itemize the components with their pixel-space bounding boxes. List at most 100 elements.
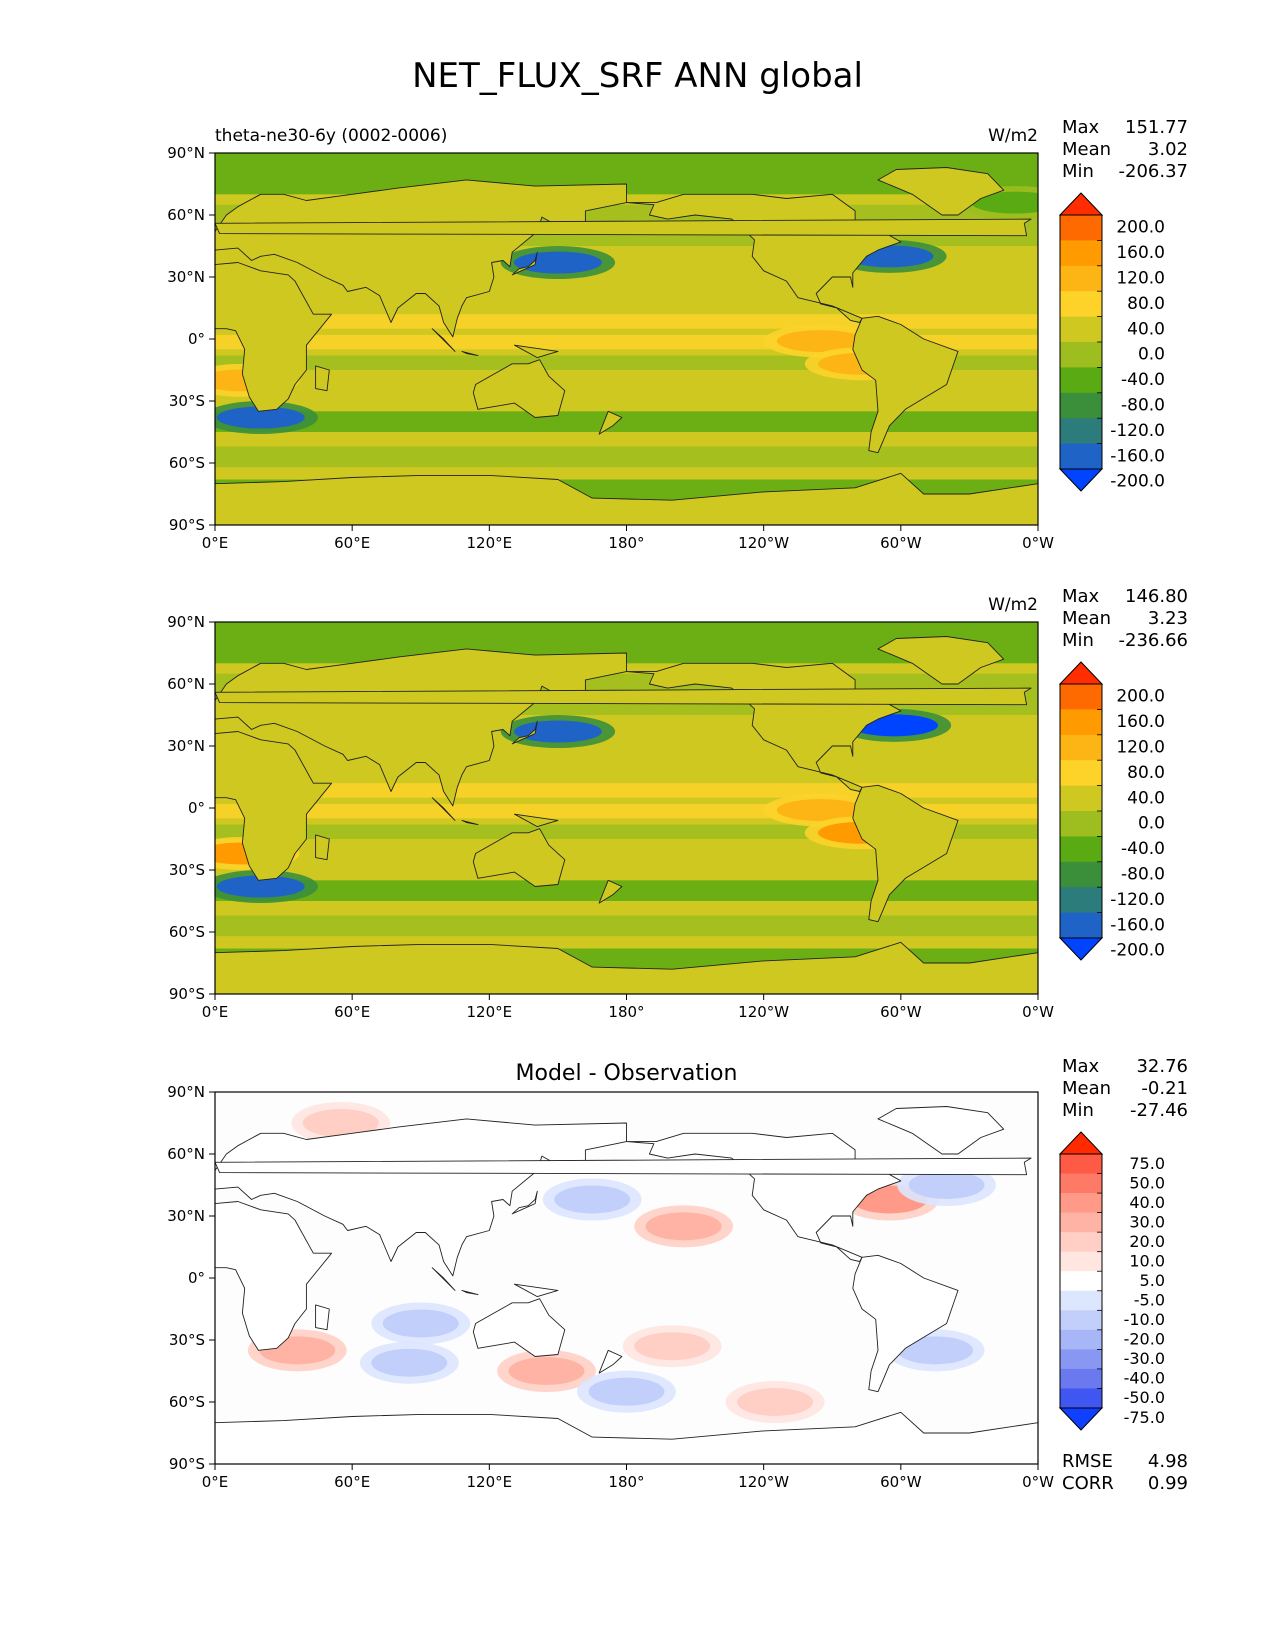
colorbar-extend-min <box>1058 937 1104 961</box>
coastline <box>461 819 479 825</box>
colorbar-label: -80.0 <box>1121 396 1165 416</box>
colorbar-extend-max <box>1058 192 1104 216</box>
map-panel-3: 0°E 60°E 120°E 180° 120°W 60°W 0°W 90°N 60°N 30°N… <box>167 1056 1188 1494</box>
colorbar-segment <box>1060 265 1102 292</box>
x-tick-label: 0°E <box>202 1003 229 1021</box>
colorbar-label: 40.0 <box>1127 319 1165 339</box>
x-tick-label: 0°W <box>1022 1003 1054 1021</box>
x-tick-label: 180° <box>608 1473 644 1491</box>
coastline <box>514 1283 559 1298</box>
map-field <box>215 622 1038 994</box>
stat-label: Min <box>1062 630 1094 651</box>
colorbar-segment <box>1060 1193 1102 1214</box>
stat-label: Mean <box>1062 139 1111 160</box>
stat-value: 32.76 <box>1136 1056 1188 1077</box>
colorbar-label: 160.0 <box>1116 712 1165 732</box>
x-tick-label: 60°E <box>334 1003 370 1021</box>
colorbar-segment <box>1060 240 1102 267</box>
field-feature-core <box>508 1357 585 1385</box>
coastline <box>315 365 330 392</box>
y-tick-label: 90°N <box>167 144 205 162</box>
colorbar-label: -40.0 <box>1121 370 1165 390</box>
colorbar-label: 5.0 <box>1140 1271 1165 1290</box>
field-feature-core <box>971 191 1038 214</box>
field-feature-core <box>382 1309 459 1338</box>
colorbar-segment <box>1060 811 1102 837</box>
coastline <box>315 1304 330 1331</box>
colorbar-label: 200.0 <box>1116 687 1165 707</box>
coastline <box>598 410 623 435</box>
field-feature-core <box>737 1388 814 1416</box>
coastline <box>852 784 959 923</box>
y-tick-label: 60°N <box>167 206 205 224</box>
y-tick-label: 60°N <box>167 675 205 693</box>
colorbar-label: 80.0 <box>1127 763 1165 783</box>
coastline <box>472 359 566 418</box>
field-feature-core <box>302 1109 379 1137</box>
coastline <box>461 1289 479 1295</box>
zonal-band <box>215 880 1038 901</box>
x-tick-label: 60°E <box>334 1473 370 1491</box>
colorbar-label: -160.0 <box>1110 446 1165 466</box>
colorbar-segment <box>1060 684 1102 710</box>
colorbar-label: 120.0 <box>1116 269 1165 289</box>
x-tick-label: 120°E <box>467 1003 513 1021</box>
stat-value: -0.21 <box>1141 1078 1188 1099</box>
colorbar-label: 10.0 <box>1129 1251 1165 1270</box>
coastline <box>472 1298 566 1357</box>
coastline <box>431 797 456 821</box>
x-tick-label: 120°E <box>467 1473 513 1491</box>
coastline <box>514 813 559 828</box>
map-field <box>215 1092 1038 1464</box>
colorbar-label: -5.0 <box>1134 1291 1165 1310</box>
stat-label: Min <box>1062 1100 1094 1121</box>
y-tick-label: 60°S <box>169 923 205 941</box>
y-tick-label: 0° <box>188 330 205 348</box>
colorbar-label: -120.0 <box>1110 890 1165 910</box>
zonal-band <box>215 411 1038 432</box>
x-tick-label: 0°W <box>1022 1473 1054 1491</box>
coastline <box>852 315 959 454</box>
field-feature-core <box>554 1185 631 1214</box>
field-feature-core <box>513 720 602 743</box>
colorbar-segment <box>1060 1368 1102 1389</box>
colorbar: 75.050.040.030.020.010.05.0-5.0-10.0-20.… <box>1058 1131 1165 1431</box>
stat-value: 3.23 <box>1148 608 1188 629</box>
colorbar-segment <box>1060 1329 1102 1350</box>
colorbar-segment <box>1060 836 1102 863</box>
extra-stat-value: 4.98 <box>1148 1451 1188 1472</box>
x-tick-label: 0°E <box>202 534 229 552</box>
y-tick-label: 90°S <box>169 516 205 534</box>
colorbar-label: 120.0 <box>1116 738 1165 758</box>
stat-value: -27.46 <box>1130 1100 1188 1121</box>
coastline <box>511 1190 538 1215</box>
x-tick-label: 120°E <box>467 534 513 552</box>
y-tick-label: 30°N <box>167 268 205 286</box>
coastline <box>215 262 333 412</box>
zonal-band <box>215 314 1038 329</box>
map-panel-2: 0°E 60°E 120°E 180° 120°W 60°W 0°W 90°N 60°N 30°N… <box>167 586 1188 1021</box>
zonal-band <box>215 783 1038 798</box>
colorbar-segment <box>1060 861 1102 888</box>
field-feature-core <box>513 251 602 274</box>
x-tick-label: 60°W <box>880 1473 922 1491</box>
stat-value: 151.77 <box>1125 117 1188 138</box>
x-tick-label: 0°W <box>1022 534 1054 552</box>
colorbar-label: -50.0 <box>1124 1388 1165 1407</box>
coastline <box>215 731 333 881</box>
stat-label: Mean <box>1062 1078 1111 1099</box>
coastline <box>215 941 1038 994</box>
field-feature-core <box>776 330 865 353</box>
coastline <box>215 648 627 807</box>
y-tick-label: 0° <box>188 1269 205 1287</box>
extra-stat-value: 0.99 <box>1148 1473 1188 1494</box>
colorbar-segment <box>1060 367 1102 394</box>
colorbar-extend-min <box>1058 468 1104 492</box>
colorbar-label: -75.0 <box>1124 1408 1165 1427</box>
coastline <box>215 472 1038 525</box>
colorbar-segment <box>1060 392 1102 419</box>
panel-units: W/m2 <box>988 595 1038 615</box>
colorbar-label: -160.0 <box>1110 915 1165 935</box>
colorbar-label: -80.0 <box>1121 865 1165 885</box>
colorbar-segment <box>1060 1271 1102 1292</box>
